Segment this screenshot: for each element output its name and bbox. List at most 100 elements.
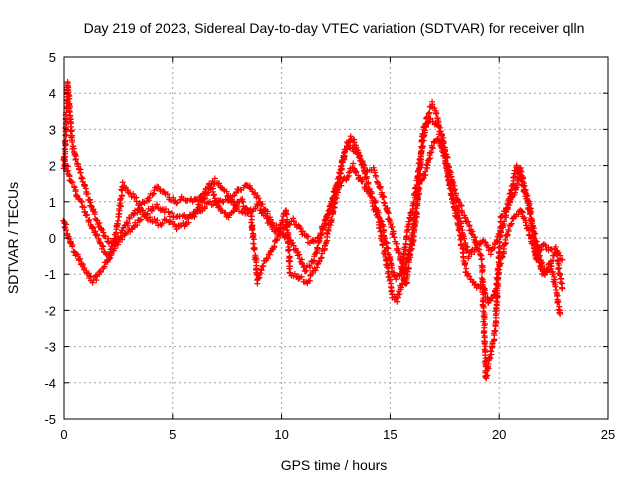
data-point [429,145,436,152]
data-point [168,210,175,217]
data-point [86,216,93,223]
x-tick-label: 25 [601,427,615,442]
data-point [251,246,258,253]
y-tick-label: 2 [49,159,56,174]
data-point [89,225,96,232]
data-point [488,351,495,358]
data-point [107,252,114,259]
data-point [185,219,192,226]
data-point [446,164,453,171]
data-point [502,236,509,243]
data-point [77,169,84,176]
data-point [115,213,122,220]
data-point [130,190,137,197]
data-point [529,218,536,225]
data-point [133,198,140,205]
data-point [485,363,492,370]
data-point [428,149,435,156]
data-point [427,155,434,162]
data-point [136,217,143,224]
data-point [119,179,126,186]
data-point [460,254,467,261]
data-point [341,156,348,163]
data-point [403,276,410,283]
data-point [412,219,419,226]
data-point [130,224,137,231]
data-point [393,276,400,283]
data-point [121,230,128,237]
data-point [507,187,514,194]
data-point [165,208,172,215]
data-point [131,210,138,217]
data-point [491,327,498,334]
y-tick-label: -3 [44,340,56,355]
data-point [355,149,362,156]
data-point [483,372,490,379]
data-point [515,167,522,174]
data-point [452,186,459,193]
x-tick-label: 0 [60,427,67,442]
data-point [146,194,153,201]
data-point [465,218,472,225]
data-point [316,258,323,265]
data-point [427,115,434,122]
data-point [78,199,85,206]
data-point [319,225,326,232]
data-point [380,192,387,199]
data-point [471,249,478,256]
data-point [201,204,208,211]
y-tick-label: -4 [44,376,56,391]
data-point [552,281,559,288]
data-point [518,175,525,182]
data-point [229,196,236,203]
data-point [384,270,391,277]
data-point [124,220,131,227]
data-point [458,235,465,242]
data-point [352,169,359,176]
data-point [477,251,484,258]
data-point [479,269,486,276]
grid-lines [64,57,608,419]
data-point [530,235,537,242]
data-point [410,199,417,206]
x-tick-label: 15 [383,427,397,442]
data-point [514,180,521,187]
data-point [404,268,411,275]
data-point [414,195,421,202]
data-point [194,207,201,214]
data-point [373,173,380,180]
data-point [380,194,387,201]
data-point [496,232,503,239]
data-point [394,298,401,305]
data-point [191,210,198,217]
data-point [90,224,97,231]
data-point [471,234,478,241]
data-point [481,340,488,347]
data-point [556,272,563,279]
data-point [377,228,384,235]
data-point [473,242,480,249]
data-point [314,234,321,241]
data-point [411,223,418,230]
data-point [453,214,460,221]
data-point [265,255,272,262]
data-point [81,209,88,216]
data-point [170,194,177,201]
data-point [338,182,345,189]
y-tick-label: 3 [49,122,56,137]
data-point [299,228,306,235]
data-point [480,313,487,320]
data-point [97,269,104,276]
data-point [423,114,430,121]
data-point [389,224,396,231]
data-point [216,180,223,187]
data-point [137,216,144,223]
data-point [295,275,302,282]
data-point [247,209,254,216]
data-point [360,164,367,171]
data-point [555,257,562,264]
data-point [210,192,217,199]
data-point [305,233,312,240]
data-point [385,210,392,217]
